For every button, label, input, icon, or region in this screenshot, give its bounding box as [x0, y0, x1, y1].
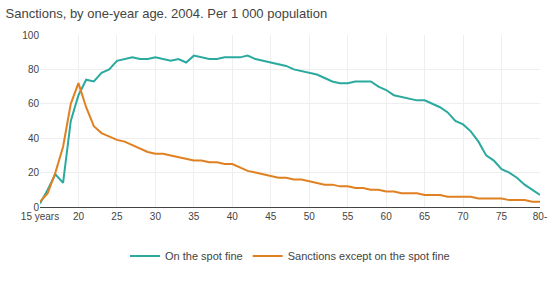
- svg-text:50: 50: [304, 211, 316, 222]
- svg-text:80: 80: [28, 64, 40, 75]
- svg-text:30: 30: [150, 211, 162, 222]
- svg-text:40: 40: [227, 211, 239, 222]
- svg-text:45: 45: [265, 211, 277, 222]
- svg-text:40: 40: [28, 133, 40, 144]
- svg-text:35: 35: [188, 211, 200, 222]
- svg-text:15 years: 15 years: [21, 211, 59, 222]
- svg-text:70: 70: [458, 211, 470, 222]
- svg-text:80-: 80-: [533, 211, 547, 222]
- svg-text:Sanctions except on the spot f: Sanctions except on the spot fine: [288, 250, 450, 262]
- svg-text:20: 20: [73, 211, 85, 222]
- svg-text:100: 100: [22, 30, 39, 41]
- svg-text:65: 65: [419, 211, 431, 222]
- svg-text:On the spot fine: On the spot fine: [165, 250, 243, 262]
- svg-text:25: 25: [111, 211, 123, 222]
- svg-text:60: 60: [381, 211, 393, 222]
- svg-text:Sanctions, by one-year age. 20: Sanctions, by one-year age. 2004. Per 1 …: [6, 6, 328, 21]
- svg-text:20: 20: [28, 167, 40, 178]
- svg-text:60: 60: [28, 98, 40, 109]
- svg-text:75: 75: [496, 211, 508, 222]
- svg-text:0: 0: [33, 202, 39, 213]
- svg-text:55: 55: [342, 211, 354, 222]
